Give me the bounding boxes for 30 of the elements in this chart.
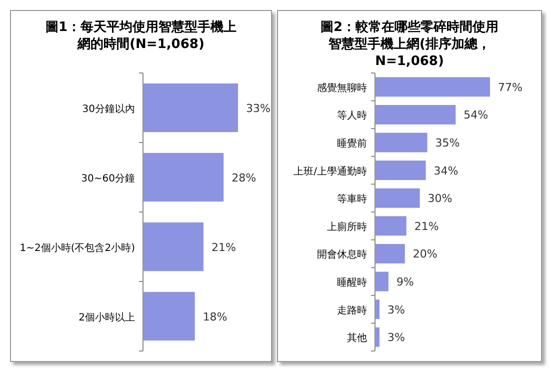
- y-tick-label: 睡醒時: [337, 276, 367, 288]
- y-tick-label: 睡覺前: [337, 138, 367, 150]
- data-label: 33%: [246, 102, 270, 115]
- y-tick-label: 等車時: [337, 193, 367, 206]
- y-tick-label: 上班/上學通勤時: [294, 165, 367, 178]
- data-label: 77%: [498, 80, 522, 94]
- y-tick-label: 2個小時以上: [78, 311, 135, 324]
- data-label: 54%: [464, 108, 488, 122]
- data-label: 34%: [434, 164, 458, 178]
- data-label: 9%: [396, 276, 414, 288]
- y-tick-label: 等人時: [337, 110, 367, 122]
- y-tick-label: 30~60分鐘: [81, 172, 135, 184]
- data-label: 3%: [387, 303, 405, 316]
- y-tick-label: 其他: [347, 332, 367, 344]
- data-label: 18%: [202, 310, 228, 324]
- data-label: 3%: [387, 331, 405, 344]
- chart-title: 圖2：較常在哪些零碎時間使用智慧型手機上網(排序加總，N=1,068): [320, 19, 499, 70]
- data-label: 21%: [414, 220, 439, 233]
- y-tick-label: 感覺無聊時: [317, 82, 367, 94]
- data-label: 28%: [232, 171, 256, 184]
- y-tick-label: 上廁所時: [327, 220, 367, 233]
- data-label: 30%: [428, 192, 452, 206]
- y-tick-label: 開會休息時: [317, 248, 367, 261]
- data-label: 20%: [412, 248, 438, 261]
- chart-title: 圖1：每天平均使用智慧型手機上網的時間(N=1,068): [44, 19, 238, 53]
- y-tick-label: 1~2個小時(不包含2小時): [20, 242, 136, 254]
- data-label: 35%: [435, 136, 460, 150]
- y-tick-label: 30分鐘以內: [82, 102, 135, 115]
- y-tick-label: 走路時: [337, 304, 367, 316]
- data-label: 21%: [211, 240, 236, 254]
